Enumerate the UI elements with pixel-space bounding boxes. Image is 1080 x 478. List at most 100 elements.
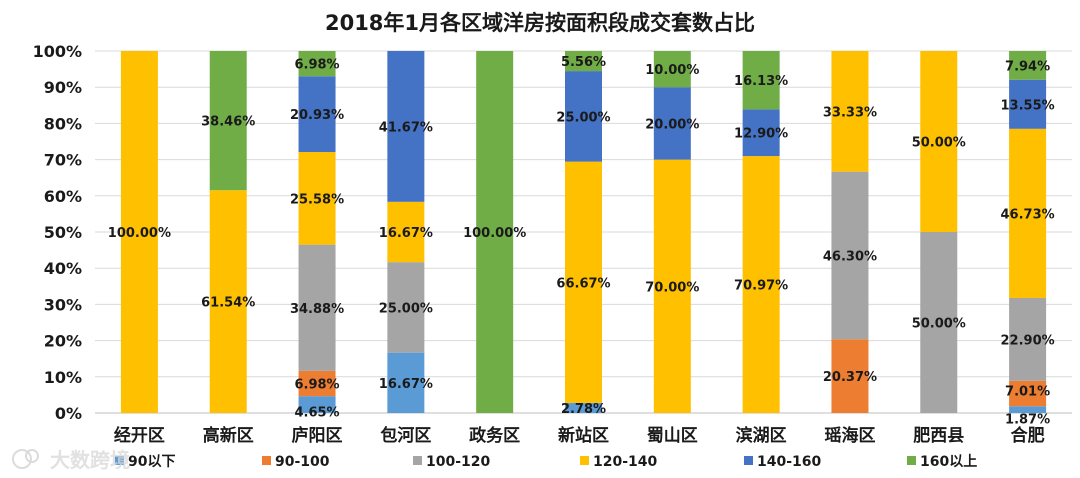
legend-swatch [115,456,124,465]
legend: 90以下 90-100 100-120 120-140 140-160 160以上 [115,454,977,470]
data-label: 50.00% [912,136,966,151]
data-label: 20.93% [290,108,344,123]
data-label: 20.37% [823,370,877,385]
bar-segment [920,232,958,413]
data-label: 4.65% [294,406,339,421]
data-label: 33.33% [823,105,877,120]
bar-segment [742,109,780,157]
data-label: 41.67% [379,120,433,135]
legend-label: 140-160 [757,454,822,470]
x-axis: 经开区 高新区 庐阳区 包河区 政务区 新站区 蜀山区 滨湖区 瑶海区 肥西县 合肥 [114,425,1045,446]
bar-segment [209,51,247,191]
x-tick-label: 肥西县 [913,426,964,446]
data-label: 50.00% [912,317,966,332]
bar-segment [831,339,869,413]
data-label: 6.98% [294,58,339,73]
legend-swatch [413,456,422,465]
legend-label: 100-120 [426,454,491,470]
bar-segment [1009,51,1047,80]
bar-segment [387,201,425,263]
x-tick-label: 包河区 [380,425,431,446]
x-tick-label: 高新区 [203,425,254,446]
bar-segment [565,161,602,403]
y-tick-label: 100% [33,42,82,61]
bar-segment [653,51,691,88]
watermark-text: 大数跨境 [50,448,130,472]
watermark-logo-icon [12,449,32,469]
data-label: 25.00% [379,301,433,316]
chart-title: 2018年1月各区域洋房按面积段成交套数占比 [325,11,755,35]
data-label: 7.94% [1005,59,1050,74]
legend-swatch [907,456,916,465]
data-label: 13.55% [1001,98,1055,113]
bar-segment [476,51,514,413]
x-tick-label: 蜀山区 [647,426,698,446]
legend-swatch [580,456,589,465]
data-label: 6.98% [294,378,339,393]
data-label: 61.54% [201,296,255,311]
bars: 100.00% 61.54% 38.46% 4.65% 6.98% 34.88% 25.58… [108,50,1055,428]
bar-segment [653,87,691,160]
bar-segment [742,51,780,110]
y-tick-label: 90% [44,78,82,97]
bar-segment [298,76,336,153]
data-label: 10.00% [645,63,699,78]
y-tick-label: 50% [44,223,82,242]
x-tick-label: 庐阳区 [292,425,343,446]
x-tick-label: 新站区 [558,425,609,446]
data-label: 1.87% [1005,413,1050,428]
bar-segment [565,402,602,413]
x-tick-label: 滨湖区 [736,425,787,446]
bar-segment [1009,297,1047,381]
data-label: 25.58% [290,192,344,207]
y-tick-label: 20% [44,332,82,351]
bar-segment [831,171,869,340]
bar-segment [298,370,336,397]
y-axis: 0% 10% 20% 30% 40% 50% 60% 70% 80% 90% 100% [33,42,82,423]
legend-label: 90以下 [128,454,175,470]
bar-segment [565,50,602,72]
legend-label: 160以上 [920,454,977,470]
data-label: 46.73% [1001,207,1055,222]
y-tick-label: 40% [44,259,82,278]
data-label: 66.67% [556,276,610,291]
data-label: 22.90% [1001,333,1055,348]
data-label: 2.78% [561,402,606,417]
y-tick-label: 10% [44,368,82,387]
bar-segment [1009,128,1047,298]
legend-label: 90-100 [275,454,330,470]
bar-segment [120,51,158,413]
legend-label: 120-140 [593,454,658,470]
bar-segment [920,51,958,232]
data-label: 46.30% [823,249,877,264]
bar-segment [1009,380,1047,407]
y-tick-label: 30% [44,295,82,314]
bar-segment [298,51,336,77]
y-tick-label: 70% [44,151,82,170]
x-tick-label: 瑶海区 [824,425,875,446]
data-label: 100.00% [463,226,526,241]
x-tick-label: 政务区 [469,425,520,446]
data-label: 38.46% [201,115,255,130]
bar-segment [831,51,869,172]
bar-segment [387,262,425,353]
data-label: 70.00% [645,280,699,295]
bar-segment [298,152,336,245]
data-label: 25.00% [556,110,610,125]
bar-segment [298,244,336,371]
legend-swatch [262,456,271,465]
watermark-logo-icon-inner [25,449,39,463]
data-label: 34.88% [290,302,344,317]
bar-segment [1009,79,1047,129]
data-label: 20.00% [645,117,699,132]
data-label: 16.67% [379,377,433,392]
bar-segment [742,156,780,413]
data-label: 100.00% [108,226,171,241]
bar-segment [565,71,602,162]
watermark: 大数跨境 [12,448,130,472]
data-label: 5.56% [561,55,606,70]
bar-segment [209,190,247,413]
bar-segment [1009,406,1047,413]
